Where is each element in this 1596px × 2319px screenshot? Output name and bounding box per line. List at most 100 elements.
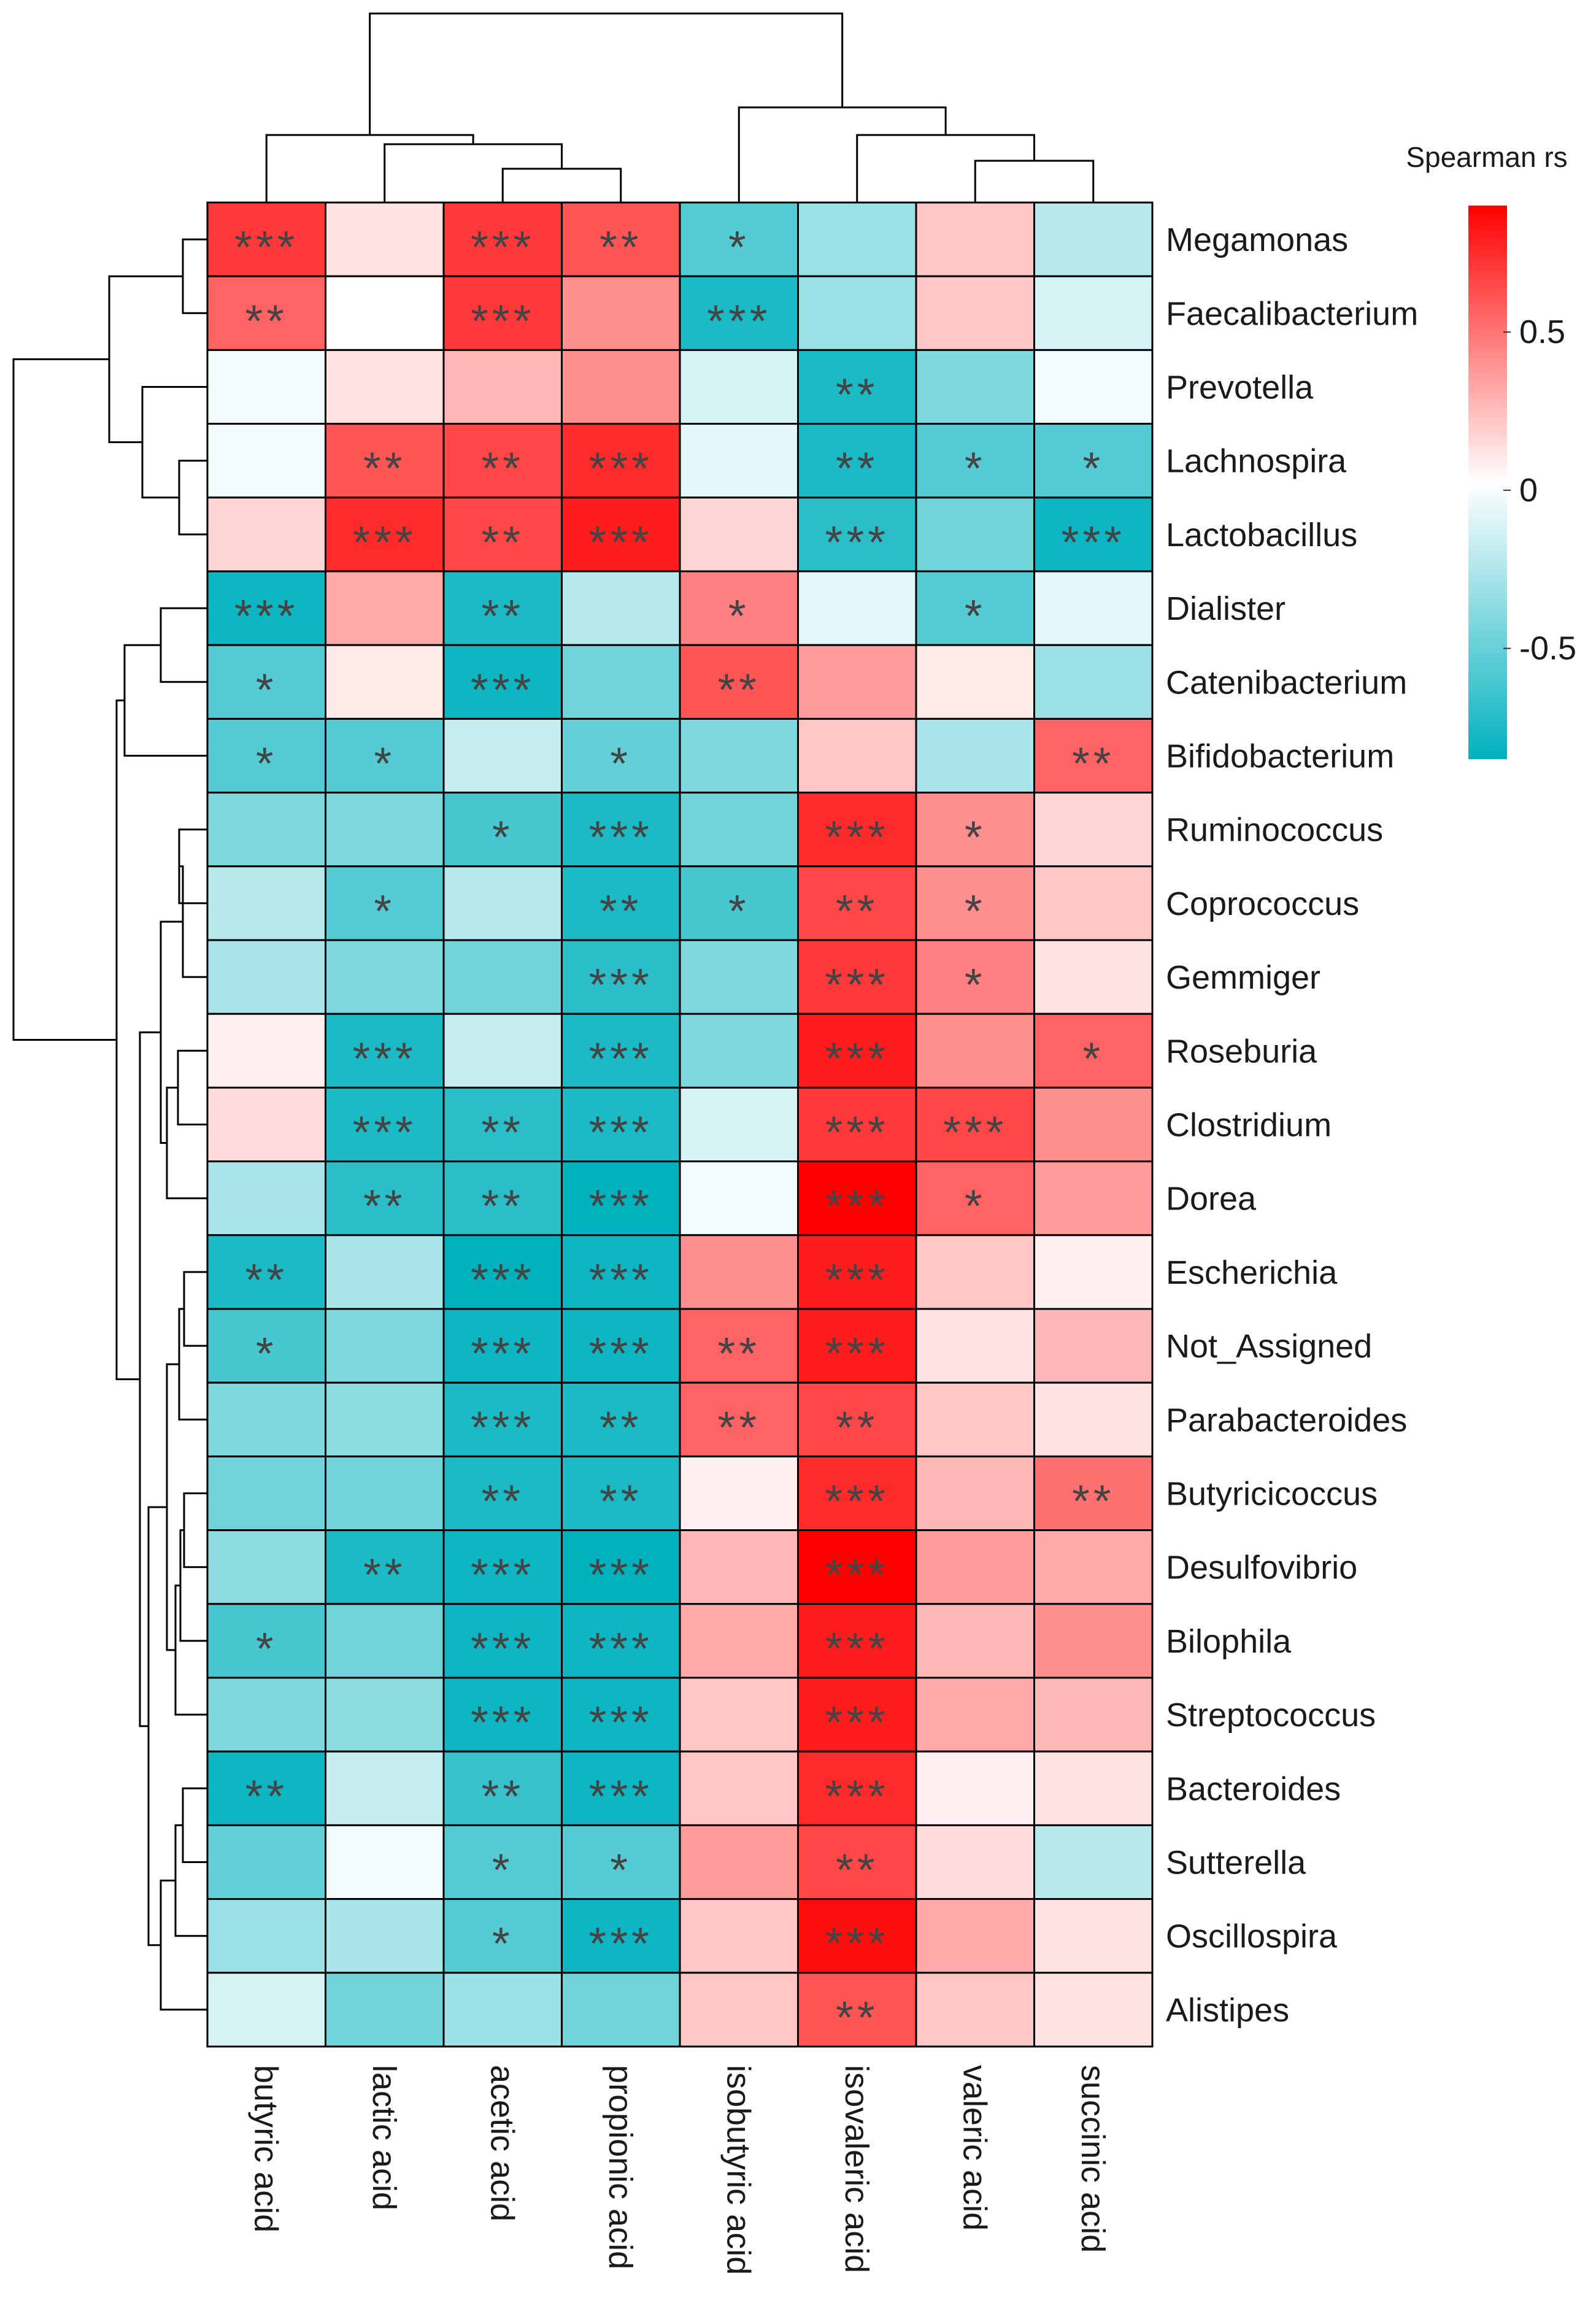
- heatmap-cell: [915, 1308, 1035, 1384]
- heatmap-cell: [679, 1750, 799, 1826]
- heatmap-cell: [1033, 1898, 1154, 1974]
- row-label: Gemmiger: [1166, 959, 1320, 996]
- significance-marker: *: [728, 222, 750, 272]
- significance-marker: **: [599, 222, 642, 272]
- heatmap-cell: [442, 349, 563, 425]
- heatmap-cell: [325, 1677, 445, 1753]
- heatmap-cell: [797, 939, 917, 1015]
- heatmap-cell: [561, 1086, 681, 1163]
- significance-marker: *: [728, 590, 750, 641]
- significance-marker: ***: [825, 1549, 889, 1600]
- significance-marker: ***: [825, 1328, 889, 1379]
- heatmap-cell: [1033, 1381, 1154, 1457]
- significance-marker: *: [965, 812, 986, 863]
- row-dendrogram: [12, 238, 207, 2011]
- row-label: Lachnospira: [1166, 443, 1347, 480]
- heatmap-cell: [325, 939, 445, 1015]
- significance-marker: ***: [353, 517, 417, 568]
- significance-marker: ***: [825, 812, 889, 863]
- heatmap-cell: [325, 349, 445, 425]
- heatmap-cell: [561, 1603, 681, 1679]
- heatmap-cell: [915, 1455, 1035, 1532]
- significance-marker: ***: [825, 1697, 889, 1748]
- heatmap-cell: [206, 1160, 326, 1237]
- significance-marker: **: [599, 886, 642, 936]
- significance-marker: **: [481, 443, 524, 494]
- row-label: Oscillospira: [1166, 1918, 1338, 1955]
- heatmap-cell: [1033, 201, 1154, 277]
- row-label: Dorea: [1166, 1181, 1257, 1217]
- heatmap-cell: [679, 1603, 799, 1679]
- significance-marker: *: [374, 738, 395, 789]
- heatmap-cell: [206, 1972, 326, 2048]
- dendrogram-branch: [182, 238, 207, 314]
- heatmap-cell: [206, 275, 326, 351]
- heatmap-cell: [679, 1160, 799, 1237]
- significance-marker: ***: [589, 812, 653, 863]
- heatmap-cell: [325, 570, 445, 646]
- heatmap-cell: [797, 1529, 917, 1605]
- heatmap-cell: [206, 1898, 326, 1974]
- row-label: Streptococcus: [1166, 1697, 1376, 1734]
- significance-marker: **: [599, 1476, 642, 1527]
- heatmap-cell: [442, 570, 563, 646]
- heatmap-cell: [1033, 570, 1154, 646]
- heatmap-cell: [206, 570, 326, 646]
- significance-marker: *: [965, 443, 986, 494]
- significance-marker: ***: [589, 1623, 653, 1674]
- significance-marker: ***: [234, 222, 298, 272]
- significance-marker: *: [256, 738, 277, 789]
- heatmap-cell: [325, 1013, 445, 1089]
- significance-marker: ***: [825, 959, 889, 1010]
- significance-marker: ***: [471, 1697, 534, 1748]
- heatmap-cell: [679, 1898, 799, 1974]
- heatmap-cell: [1033, 1234, 1154, 1310]
- heatmap-cell: [325, 1603, 445, 1679]
- significance-marker: ***: [589, 1328, 653, 1379]
- heatmap-cell: [325, 792, 445, 868]
- dendrogram-branch: [141, 386, 207, 499]
- significance-marker: ***: [589, 1770, 653, 1821]
- dendrogram-branch: [177, 1049, 207, 1125]
- heatmap-cell: [679, 1086, 799, 1163]
- significance-marker: *: [610, 1845, 631, 1896]
- heatmap-cell: [679, 1529, 799, 1605]
- heatmap-cell: [679, 717, 799, 794]
- significance-marker: **: [1072, 1476, 1115, 1527]
- significance-marker: ***: [471, 1328, 534, 1379]
- heatmap-cell: [442, 1013, 563, 1089]
- significance-marker: **: [836, 1992, 879, 2043]
- row-label: Roseburia: [1166, 1033, 1317, 1070]
- dendrogram-branch: [166, 1086, 207, 1200]
- heatmap-cell: [206, 792, 326, 868]
- heatmap-cell: [325, 275, 445, 351]
- significance-marker: **: [717, 1328, 760, 1379]
- dendrogram-branch: [160, 920, 183, 1144]
- significance-marker: ***: [589, 1697, 653, 1748]
- heatmap-cell: [442, 1086, 563, 1163]
- heatmap-cell: [442, 1972, 563, 2048]
- heatmap-cell: [915, 1750, 1035, 1826]
- significance-marker: *: [965, 1181, 986, 1232]
- heatmap-cell: [442, 1160, 563, 1237]
- significance-marker: *: [374, 886, 395, 936]
- heatmap-cell: [679, 1455, 799, 1532]
- significance-marker: **: [363, 443, 406, 494]
- heatmap-cell: [442, 717, 563, 794]
- heatmap-cell: [1033, 792, 1154, 868]
- significance-marker: **: [363, 1549, 406, 1600]
- heatmap-cell: [915, 717, 1035, 794]
- significance-marker: **: [599, 1402, 642, 1453]
- row-labels: Megamonas Faecalibacterium Prevotella Lachn…: [1166, 222, 1418, 2029]
- significance-marker: **: [363, 1181, 406, 1232]
- legend-tick-label: -0.5: [1519, 630, 1576, 667]
- heatmap-cell: [325, 496, 445, 573]
- heatmap-cell: [915, 1972, 1035, 2048]
- heatmap-cell: [325, 1972, 445, 2048]
- significance-marker: ***: [825, 1107, 889, 1158]
- heatmap-cell: [325, 1086, 445, 1163]
- heatmap-cell: [1033, 1677, 1154, 1753]
- column-label: succinic acid: [1074, 2065, 1111, 2253]
- significance-marker: *: [610, 738, 631, 789]
